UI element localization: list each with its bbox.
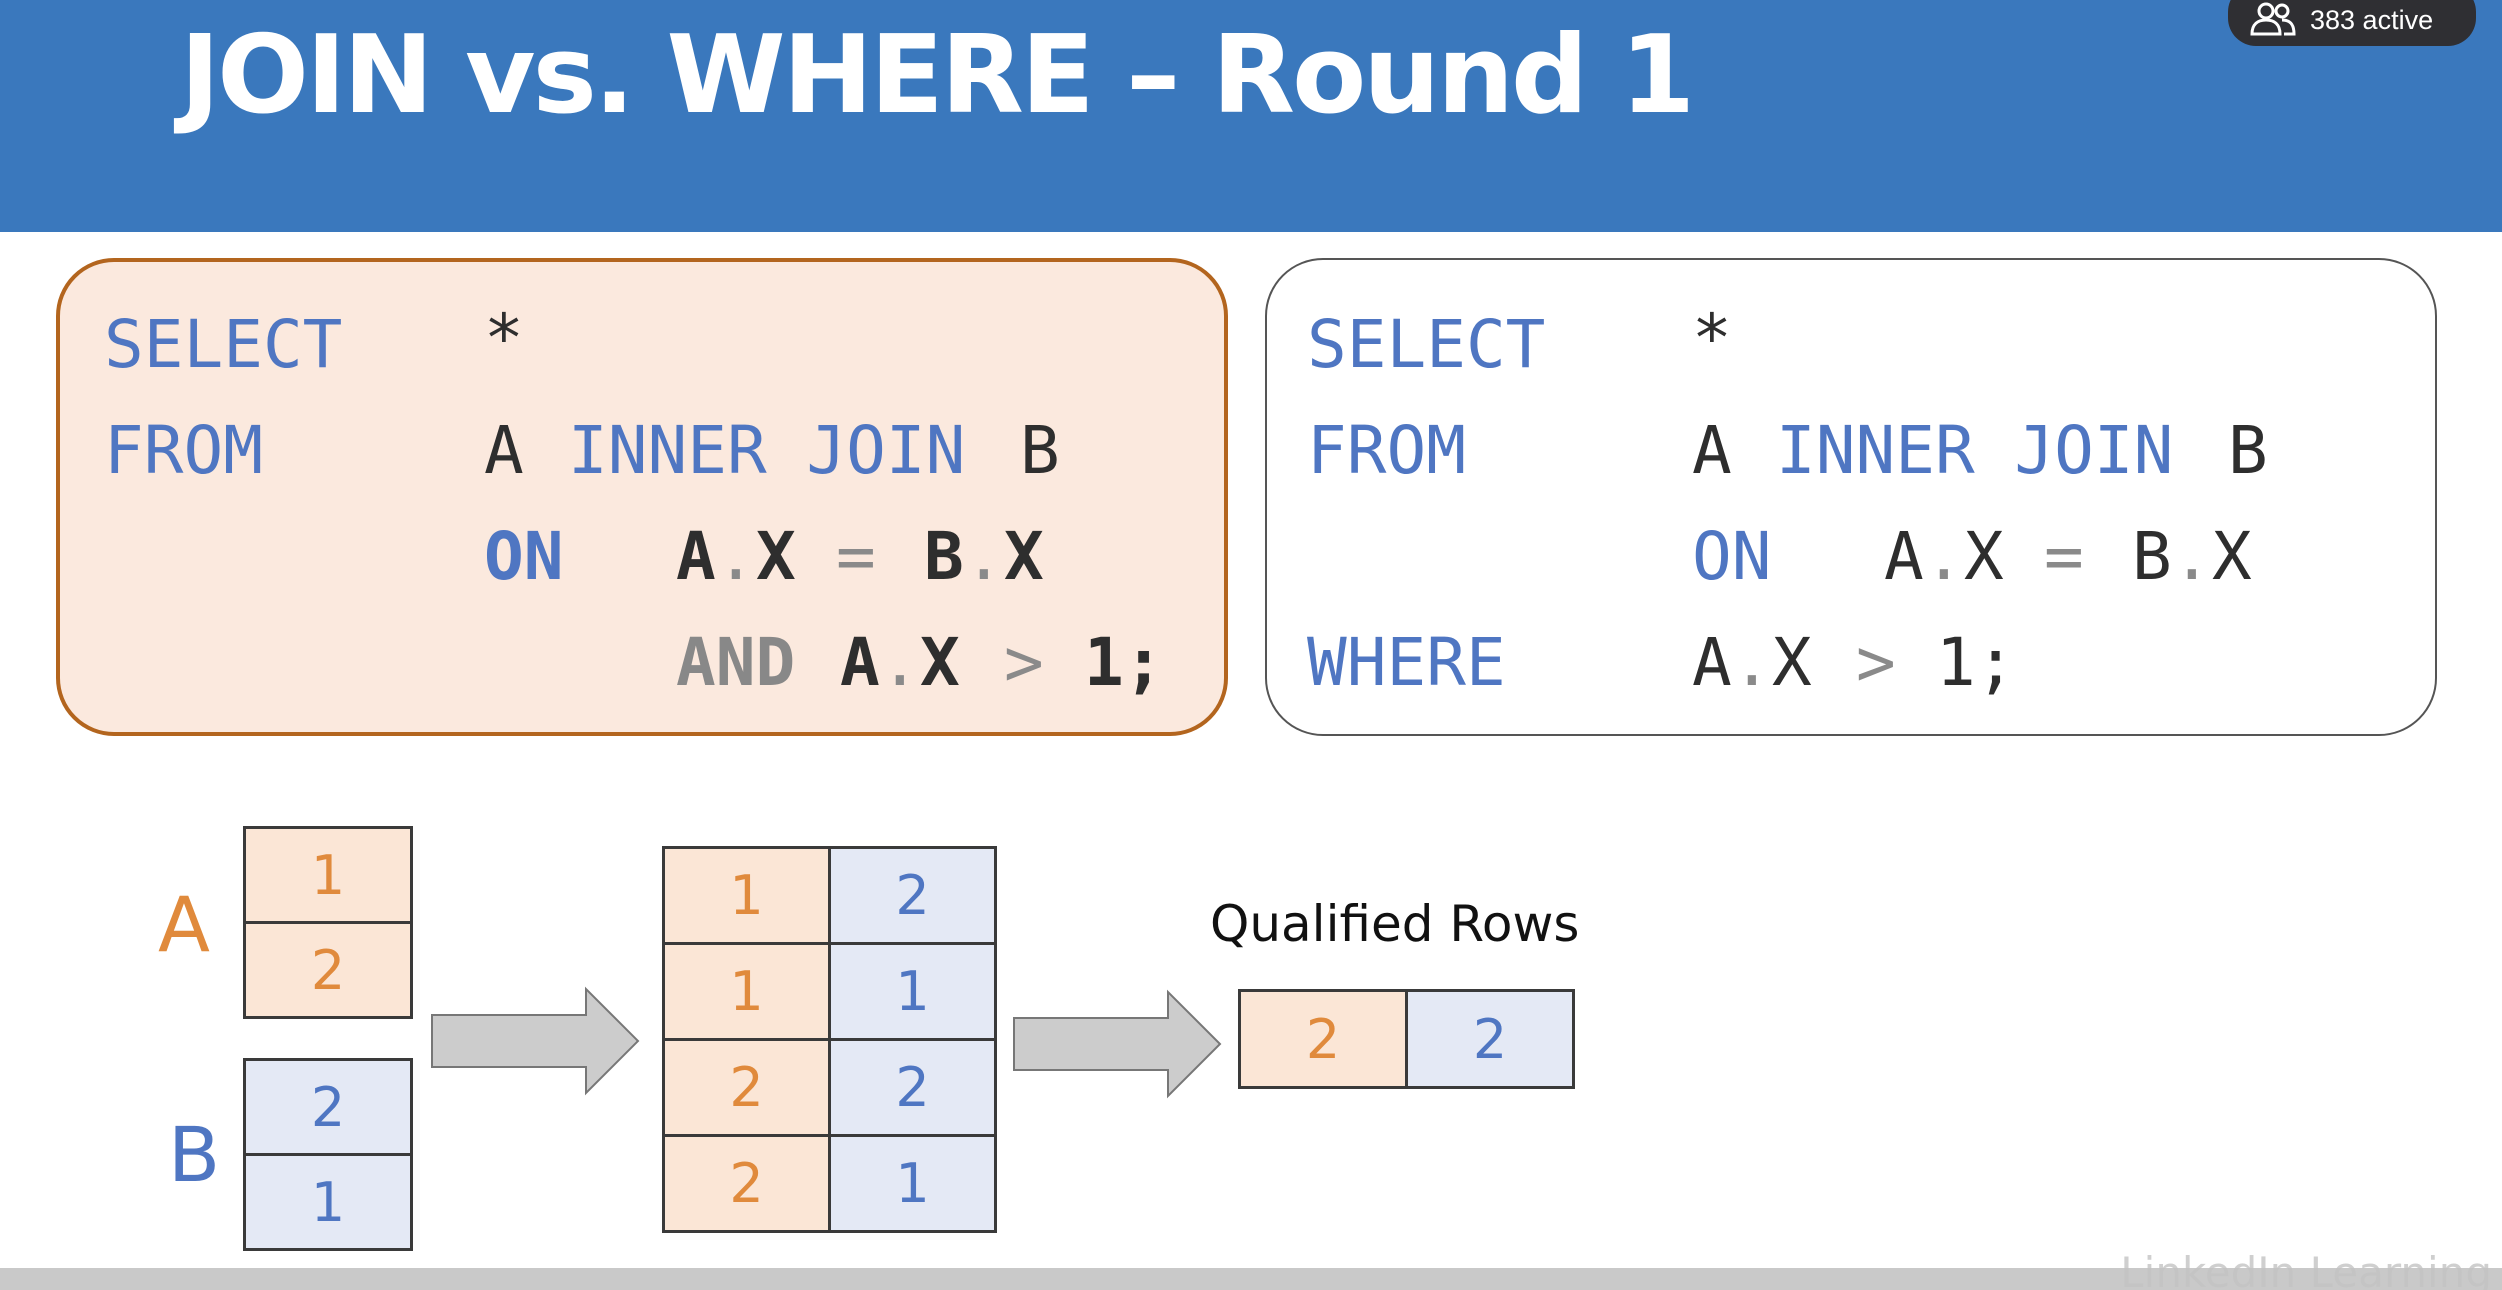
cross-product-b-cell: 2 — [828, 1038, 997, 1137]
select-list: * — [484, 300, 524, 377]
where-condition-query-panel: SELECT * FROM A INNER JOIN B ON A . X = … — [1265, 258, 2437, 736]
cross-product-a-cell: 1 — [662, 942, 831, 1041]
filter-operator: > — [1004, 624, 1044, 701]
table-b-cell: 1 — [243, 1153, 413, 1251]
join-cond-dot: . — [1924, 518, 1964, 595]
table-b-cell: 2 — [243, 1058, 413, 1156]
filter-left-table: A — [840, 624, 880, 701]
where-keyword: WHERE — [1307, 624, 1506, 701]
and-keyword: AND — [676, 624, 796, 701]
viewer-count-badge[interactable]: 383 active — [2228, 0, 2476, 46]
on-keyword: ON — [484, 518, 564, 595]
watermark: LinkedIn Learning — [2120, 1248, 2492, 1290]
from-keyword: FROM — [1307, 412, 1466, 489]
join-cond-dot: . — [2172, 518, 2212, 595]
inner-join-keyword: INNER JOIN — [1776, 412, 2174, 489]
viewer-count: 383 active — [2310, 4, 2434, 35]
right-arrow-icon — [431, 986, 640, 1096]
join-cond-left-column: X — [756, 518, 796, 595]
join-cond-right-column: X — [2212, 518, 2252, 595]
filter-column: X — [920, 624, 960, 701]
video-progress-strip — [0, 1268, 2502, 1290]
header-band — [0, 0, 2502, 232]
cross-product-b-cell: 1 — [828, 942, 997, 1041]
cross-product-b-cell: 2 — [828, 846, 997, 945]
table-b-name: B — [1020, 412, 1060, 489]
table-a-cell: 1 — [243, 826, 413, 924]
join-cond-equals: = — [2044, 518, 2084, 595]
filter-dot: . — [880, 624, 920, 701]
qualified-b-cell: 2 — [1405, 989, 1575, 1089]
select-keyword: SELECT — [1307, 306, 1546, 383]
cross-product-a-cell: 1 — [662, 846, 831, 945]
join-cond-left-table: A — [676, 518, 716, 595]
filter-operator: > — [1856, 624, 1896, 701]
filter-dot: . — [1732, 624, 1772, 701]
table-b-label: B — [168, 1110, 221, 1199]
table-a-cell: 2 — [243, 921, 413, 1019]
join-cond-right-table: B — [2132, 518, 2172, 595]
join-cond-equals: = — [836, 518, 876, 595]
filter-left-table: A — [1692, 624, 1732, 701]
right-arrow-icon — [1013, 989, 1222, 1099]
join-cond-right-table: B — [924, 518, 964, 595]
join-cond-left-column: X — [1964, 518, 2004, 595]
qualified-rows-label: Qualified Rows — [1210, 895, 1580, 953]
from-keyword: FROM — [104, 412, 263, 489]
join-cond-dot: . — [716, 518, 756, 595]
table-b-name: B — [2228, 412, 2268, 489]
filter-value: 1; — [1936, 624, 2016, 701]
cross-product-a-cell: 2 — [662, 1134, 831, 1233]
table-a-label: A — [158, 880, 210, 969]
filter-column: X — [1772, 624, 1812, 701]
cross-product-b-cell: 1 — [828, 1134, 997, 1233]
join-cond-dot: . — [964, 518, 1004, 595]
qualified-a-cell: 2 — [1238, 989, 1408, 1089]
on-keyword: ON — [1692, 518, 1772, 595]
select-list: * — [1692, 300, 1732, 377]
people-icon — [2250, 2, 2296, 36]
inner-join-keyword: INNER JOIN — [568, 412, 966, 489]
join-cond-right-column: X — [1004, 518, 1044, 595]
table-a-name: A — [1692, 412, 1732, 489]
cross-product-a-cell: 2 — [662, 1038, 831, 1137]
select-keyword: SELECT — [104, 306, 343, 383]
slide-title: JOIN vs. WHERE – Round 1 — [180, 13, 1695, 138]
table-a-name: A — [484, 412, 524, 489]
join-condition-query-panel: SELECT * FROM A INNER JOIN B ON A . X = … — [56, 258, 1228, 736]
join-cond-left-table: A — [1884, 518, 1924, 595]
filter-value: 1; — [1084, 624, 1164, 701]
